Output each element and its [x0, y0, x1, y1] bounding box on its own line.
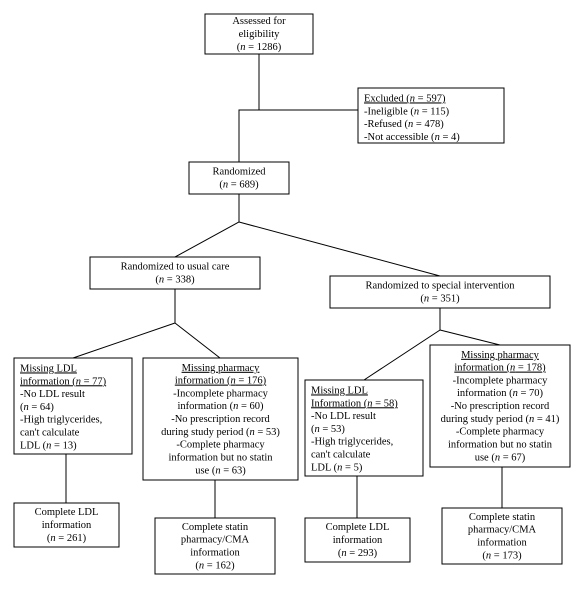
node-text: Randomized to special intervention [366, 281, 516, 292]
node-text: -High triglycerides, [20, 415, 102, 426]
node-text: Complete LDL [326, 522, 390, 533]
node-text: (n = 53) [311, 424, 345, 435]
node-si_pharm_missing: Missing pharmacy information (n = 178)-In… [430, 345, 570, 467]
node-text: (n = 173) [482, 550, 522, 561]
node-text: eligibility [239, 29, 281, 40]
node-uc_ldl_missing: Missing LDL information (n = 77) -No LDL r… [14, 358, 132, 454]
node-text: can't calculate [20, 428, 80, 439]
node-text: information but no statin [448, 439, 553, 450]
edge [364, 308, 440, 380]
node-text: LDL (n = 13) [20, 440, 77, 451]
node-text: information (n = 176) [175, 376, 267, 387]
node-si_pharm_complete: Complete statin pharmacy/CMAinformation (n… [442, 508, 562, 564]
node-text: -Complete pharmacy [176, 440, 265, 451]
node-text: information [42, 520, 92, 531]
node-text: Information (n = 58) [311, 398, 398, 409]
node-text: can't calculate [311, 450, 371, 461]
node-text: information (n = 77) [20, 376, 107, 387]
node-text: Missing LDL [311, 385, 368, 396]
edge [440, 330, 500, 345]
node-text: (n = 338) [155, 274, 195, 285]
node-text: during study period (n = 53) [161, 427, 280, 438]
node-text: LDL (n = 5) [311, 462, 363, 473]
node-text: (n = 162) [195, 560, 235, 571]
node-excluded: Excluded (n = 597) -Ineligible (n = 115) -… [358, 88, 504, 143]
node-uc_pharm_missing: Missing pharmacy information (n = 176)-In… [143, 358, 298, 480]
edge [175, 323, 220, 358]
node-text: (n = 351) [420, 293, 460, 304]
node-text: Complete statin [469, 512, 536, 523]
node-text: Randomized [212, 167, 266, 178]
node-text: (n = 293) [338, 548, 378, 559]
flowchart-canvas: Assessed for eligibility (n = 1286) Exclude… [0, 0, 580, 612]
node-text: Complete statin [182, 522, 249, 533]
node-text: -No LDL result [311, 411, 376, 422]
node-text: pharmacy/CMA [181, 535, 250, 546]
node-text: -No prescription record [171, 414, 270, 425]
node-text: pharmacy/CMA [468, 525, 537, 536]
node-text: -Not accessible (n = 4) [364, 132, 460, 143]
nodes: Assessed for eligibility (n = 1286) Exclude… [14, 14, 570, 574]
node-text: use (n = 63) [195, 465, 246, 476]
node-text: information [333, 535, 383, 546]
node-randomized: Randomized(n = 689) [189, 162, 289, 194]
node-text: use (n = 67) [475, 452, 526, 463]
node-text: -No LDL result [20, 389, 85, 400]
node-text: -No prescription record [451, 401, 550, 412]
node-text: information (n = 70) [457, 388, 544, 399]
node-text: Missing pharmacy [461, 350, 540, 361]
node-text: -High triglycerides, [311, 437, 393, 448]
node-text: during study period (n = 41) [441, 414, 560, 425]
node-text: -Incomplete pharmacy [453, 375, 548, 386]
edge [175, 194, 239, 257]
node-text: information but no statin [168, 452, 273, 463]
node-text: Missing pharmacy [182, 363, 261, 374]
node-text: information [190, 547, 240, 558]
node-text: (n = 1286) [237, 42, 282, 53]
node-text: -Incomplete pharmacy [173, 388, 268, 399]
node-arm_uc: Randomized to usual care(n = 338) [90, 257, 260, 289]
node-text: -Refused (n = 478) [364, 119, 444, 130]
edge [73, 289, 175, 358]
node-arm_si: Randomized to special intervention(n = 3… [330, 276, 550, 308]
node-si_ldl_missing: Missing LDL Information (n = 58) -No LDL r… [305, 380, 423, 476]
node-text: -Complete pharmacy [456, 427, 545, 438]
node-si_ldl_complete: Complete LDL information (n = 293) [305, 518, 410, 562]
node-uc_pharm_complete: Complete statin pharmacy/CMAinformation (n… [155, 518, 275, 574]
node-text: Randomized to usual care [121, 262, 230, 273]
node-text: -Ineligible (n = 115) [364, 106, 450, 117]
node-text: (n = 261) [47, 533, 87, 544]
node-text: information (n = 60) [177, 401, 264, 412]
node-uc_ldl_complete: Complete LDL information (n = 261) [14, 503, 119, 547]
edge [239, 222, 440, 276]
node-text: Missing LDL [20, 363, 77, 374]
node-assessed: Assessed for eligibility (n = 1286) [205, 14, 313, 54]
node-text: Complete LDL [35, 507, 99, 518]
node-text: (n = 689) [219, 179, 259, 190]
node-text: (n = 64) [20, 402, 54, 413]
node-text: Assessed for [232, 16, 286, 27]
node-text: Excluded (n = 597) [364, 93, 446, 104]
edge [239, 54, 259, 162]
node-text: information (n = 178) [454, 363, 546, 374]
node-text: information [477, 537, 527, 548]
